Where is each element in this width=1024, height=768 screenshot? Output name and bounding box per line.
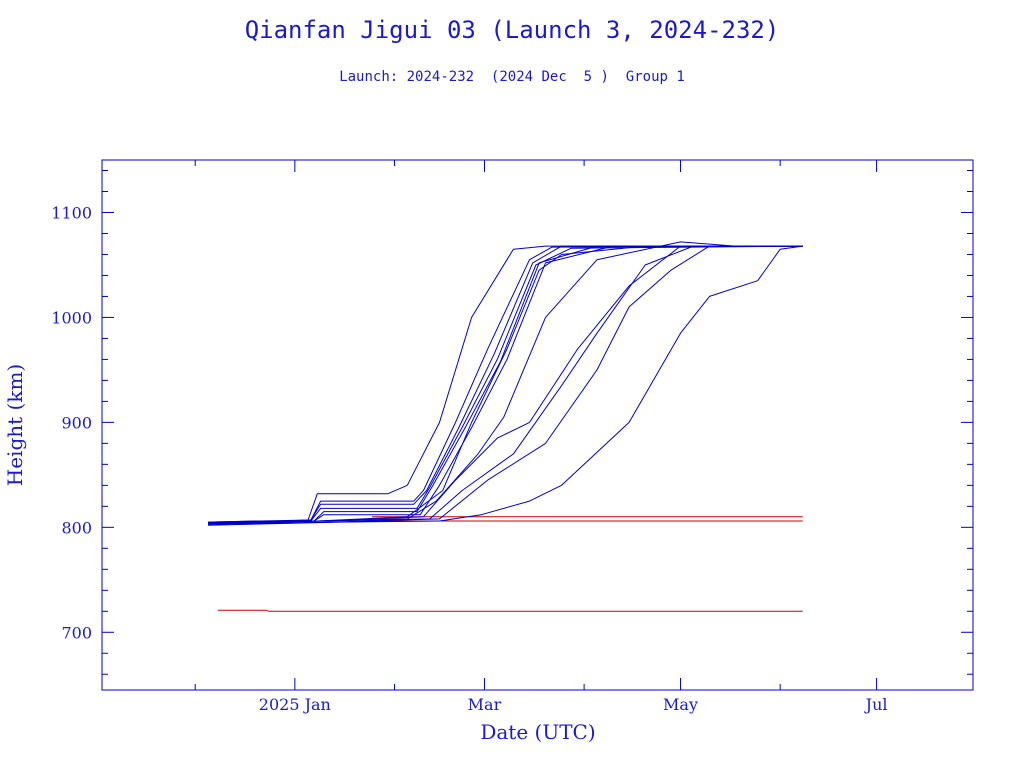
plot-frame: [101, 159, 974, 691]
flat-orbit-line-1: [217, 609, 803, 612]
orbit-raising-line-5: [208, 245, 803, 524]
orbit-raising-line-9: [208, 245, 803, 524]
orbit-raising-line-6: [208, 245, 803, 525]
y-tick-label: 800: [61, 518, 92, 537]
x-tick-label: Mar: [468, 695, 502, 714]
series-layer: [208, 241, 803, 612]
orbit-raising-line-12: [208, 245, 803, 526]
chart-title: Qianfan Jigui 03 (Launch 3, 2024-232): [245, 16, 780, 44]
orbit-raising-line-1: [208, 245, 803, 523]
tick-label-layer: 700 800 900 1000 1100 2025 Jan Mar May Jul: [51, 203, 887, 714]
orbit-raising-line-7: [208, 245, 803, 524]
x-tick-label: 2025 Jan: [259, 695, 331, 714]
orbit-raising-line-2: [208, 245, 803, 524]
x-tick-label: May: [663, 695, 698, 714]
y-axis-label: Height (km): [3, 364, 27, 486]
x-tick-label: Jul: [864, 695, 888, 714]
y-tick-label: 900: [61, 413, 92, 432]
orbit-raising-line-10: [208, 245, 803, 525]
y-tick-label: 700: [61, 623, 92, 642]
tick-layer: [102, 160, 973, 690]
orbit-raising-line-8: [208, 241, 803, 524]
chart-subtitle: Launch: 2024-232 (2024 Dec 5 ) Group 1: [339, 69, 685, 85]
y-tick-label: 1100: [51, 203, 92, 222]
orbit-raising-line-11: [208, 245, 803, 525]
orbit-raising-line-3: [208, 245, 803, 523]
y-tick-label: 1000: [51, 308, 92, 327]
x-axis-label: Date (UTC): [480, 720, 595, 744]
orbit-raising-line-4: [208, 245, 803, 524]
